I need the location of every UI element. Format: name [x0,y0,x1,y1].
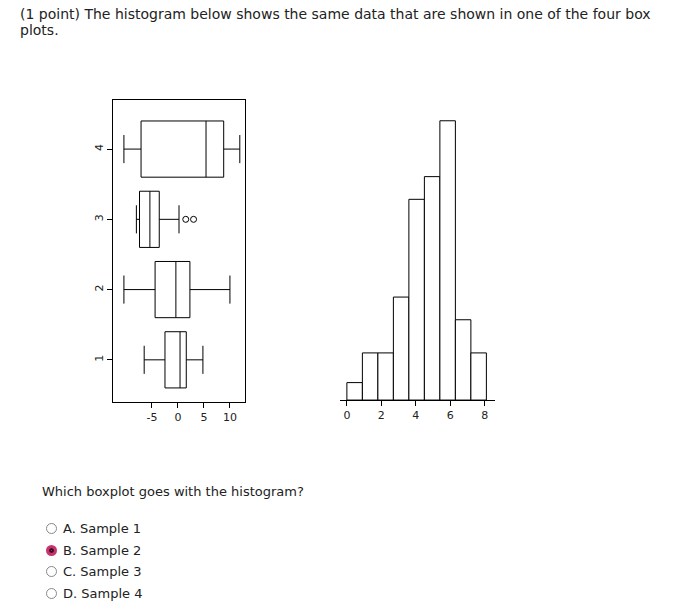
svg-text:0: 0 [174,411,181,424]
html-text:A. Sample 1: A. Sample 1 [63,521,142,537]
svg-text:4: 4 [93,144,106,151]
html-text:(1 point) The histogram below: (1 point) The histogram below shows the … [20,6,651,38]
svg-text:1: 1 [93,355,106,362]
svg-text:8: 8 [481,409,488,422]
svg-text:4: 4 [412,409,419,422]
svg-text:5: 5 [200,411,207,424]
svg-text:2: 2 [378,409,385,422]
svg-text:-5: -5 [146,411,157,424]
svg-text:3: 3 [93,214,106,221]
svg-text:10: 10 [223,411,237,424]
svg-text:2: 2 [93,284,106,291]
svg-text:6: 6 [447,409,454,422]
html-text:B. Sample 2: B. Sample 2 [63,542,142,558]
html-text:D. Sample 4: D. Sample 4 [63,585,143,601]
html-text:Which boxplot goes with the hi: Which boxplot goes with the histogram? [42,484,304,499]
html-text:C. Sample 3: C. Sample 3 [63,564,142,580]
svg-text:0: 0 [343,409,350,422]
